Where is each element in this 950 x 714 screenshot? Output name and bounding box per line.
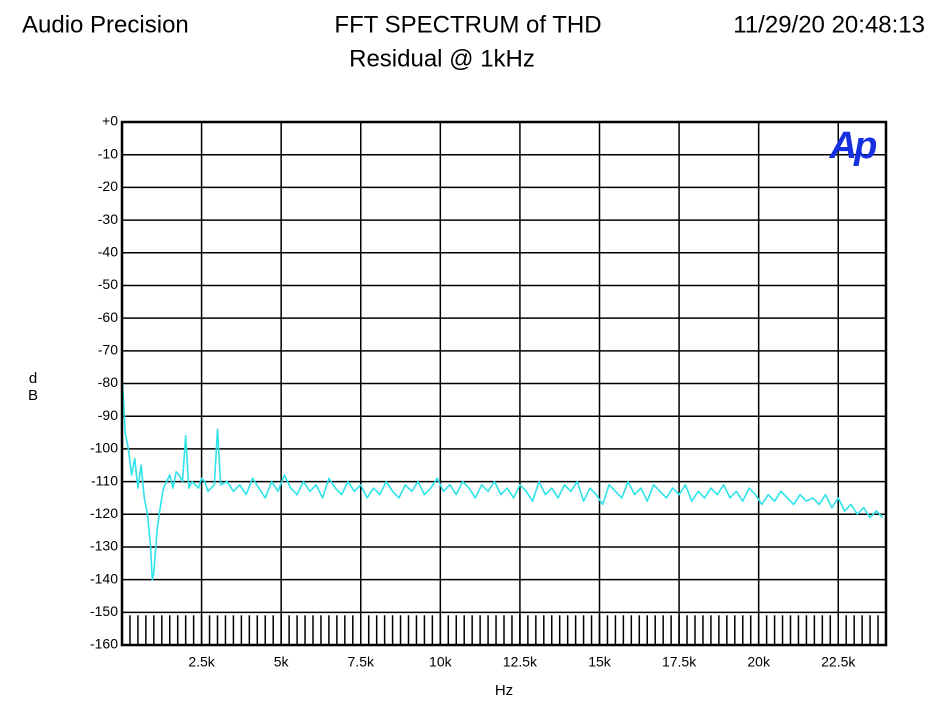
y-tick-label: -20 (98, 178, 118, 194)
y-tick-label: -150 (90, 603, 118, 619)
y-tick-label: -100 (90, 440, 118, 456)
plot-frame (120, 120, 888, 647)
y-tick-label: +0 (102, 113, 118, 129)
x-tick-label: 22.5k (821, 654, 856, 670)
x-tick-label: 2.5k (188, 654, 215, 670)
chart-subtitle: Residual @ 1kHz (349, 45, 535, 72)
timestamp: 11/29/20 20:48:13 (733, 11, 925, 38)
x-tick-label: 17.5k (662, 654, 697, 670)
x-tick-label: 5k (274, 654, 290, 670)
y-axis-label: dB (25, 370, 42, 404)
y-tick-label: -70 (98, 342, 118, 358)
y-tick-label: -90 (98, 407, 118, 423)
x-tick-label: 7.5k (348, 654, 375, 670)
x-tick-label: 15k (588, 654, 612, 670)
logo: Ap (829, 125, 876, 167)
chart-title: FFT SPECTRUM of THD (334, 11, 601, 38)
x-tick-label: 10k (429, 654, 453, 670)
y-tick-label: -40 (98, 243, 118, 259)
y-tick-label: -130 (90, 538, 118, 554)
y-tick-label: -140 (90, 570, 118, 586)
y-tick-label: -80 (98, 374, 118, 390)
x-axis-label: Hz (495, 682, 513, 699)
brand: Audio Precision (22, 11, 189, 38)
y-tick-label: -50 (98, 276, 118, 292)
x-tick-label: 12.5k (503, 654, 538, 670)
data-line (121, 383, 884, 581)
y-tick-label: -60 (98, 309, 118, 325)
y-tick-label: -120 (90, 505, 118, 521)
y-tick-label: -30 (98, 211, 118, 227)
y-tick-label: -160 (90, 636, 118, 652)
x-tick-label: 20k (747, 654, 771, 670)
y-tick-label: -110 (91, 472, 118, 488)
y-tick-label: -10 (98, 145, 118, 161)
plot-area: +0 -10 -20 -30 -40 -50 -60 -70 -80 -90 -100 -110 -12… (90, 113, 888, 670)
